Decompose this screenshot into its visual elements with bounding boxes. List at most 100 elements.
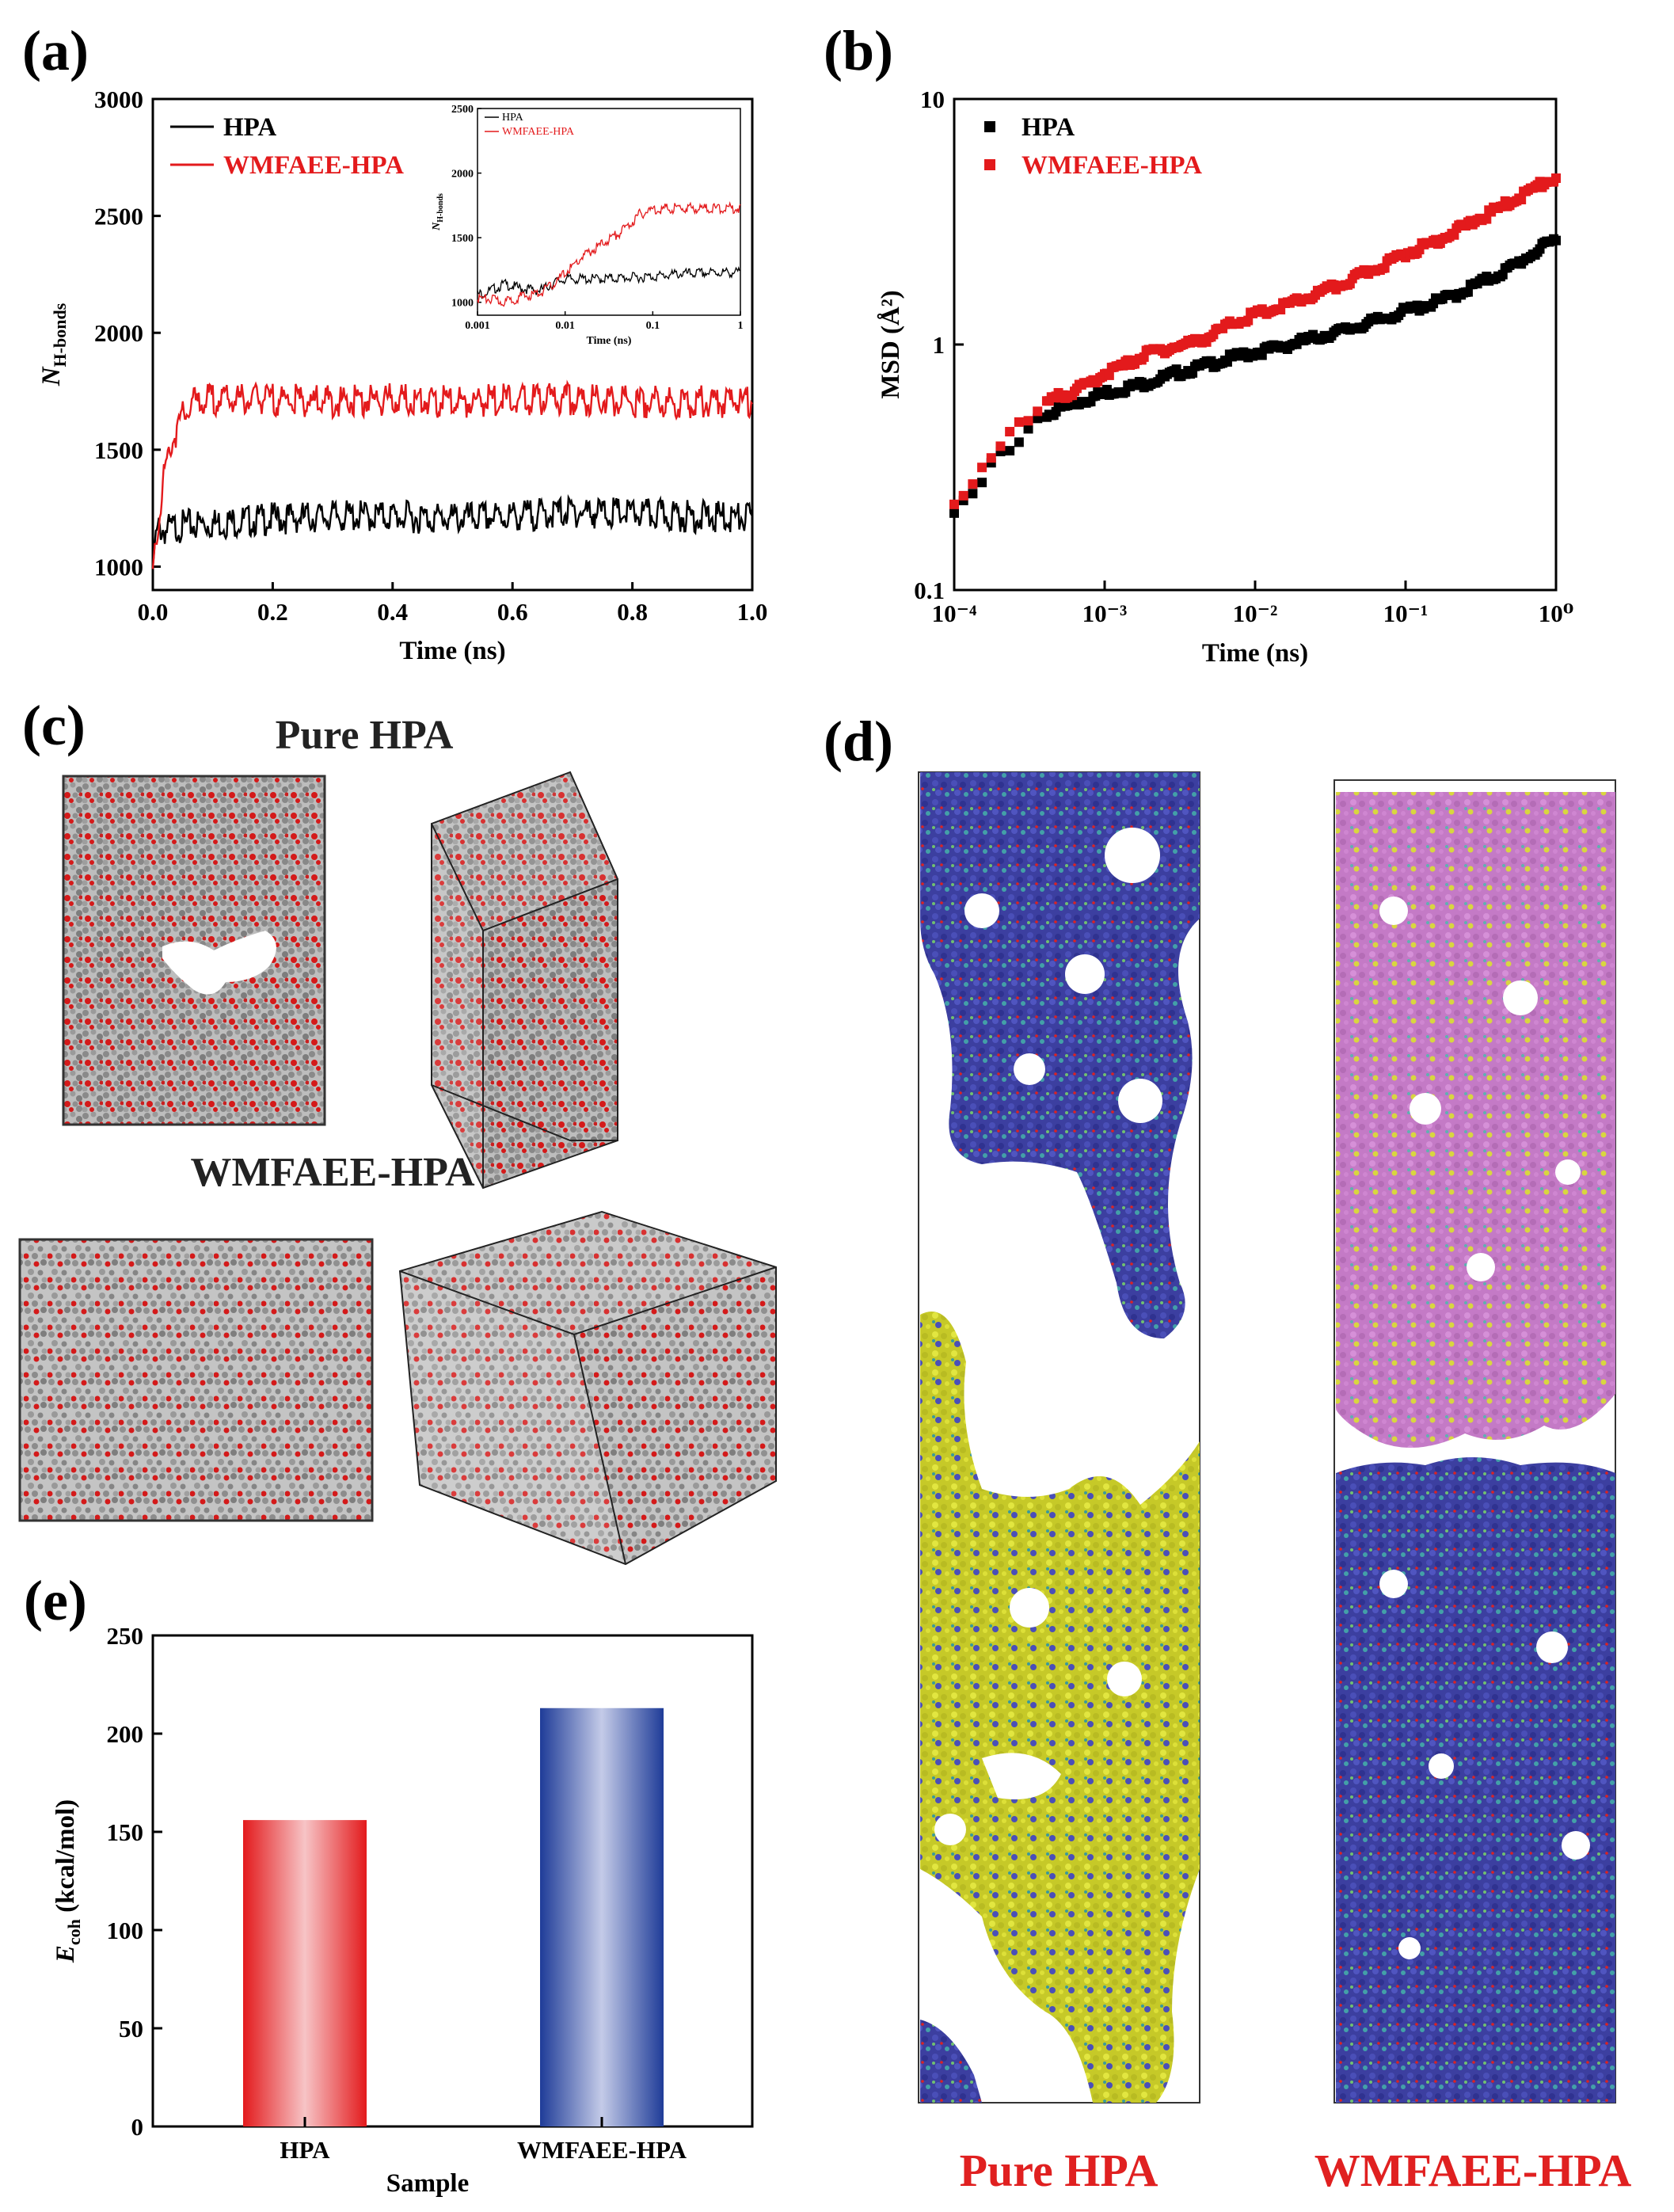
panel-d: Pure HPA WMFAEE-HPA — [918, 771, 1632, 2196]
data-point-hpa — [1551, 235, 1561, 246]
legend-label: WMFAEE-HPA — [223, 151, 404, 180]
y-tick-label: 1 — [933, 331, 945, 359]
chart-e: 0 50 100 150 200 250 HPA WMFAEE-HPA Sample Ecoh (… — [51, 1622, 754, 2198]
panel-c: Pure HPA WMFAEE-HPA — [18, 713, 777, 1566]
x-tick-label: 0.4 — [377, 598, 408, 626]
x-tick-label: 10⁻³ — [1082, 600, 1128, 627]
data-point-wmfaee-hpa — [986, 453, 996, 463]
inset-y-tick-label: 1000 — [451, 298, 474, 310]
inset-chart: 0.001 0.01 0.1 1 1000 1500 2000 2500 Time (ns) NH… — [431, 104, 744, 347]
y-tick-label: 1500 — [94, 436, 143, 464]
inset-legend-label: HPA — [502, 112, 524, 124]
data-point-hpa — [949, 508, 959, 518]
wmfaee-hpa-slice — [18, 1238, 374, 1522]
y-tick-label: 250 — [107, 1622, 144, 1650]
blue-molecule-region-bottom — [920, 2020, 982, 2103]
x-tick-label: 0.2 — [257, 598, 288, 626]
data-point-wmfaee-hpa — [1104, 370, 1114, 380]
inset-legend-label: WMFAEE-HPA — [502, 126, 575, 138]
x-tick-label: 0.8 — [617, 598, 648, 626]
series-line-hpa — [151, 493, 754, 567]
data-point-hpa — [1014, 437, 1024, 447]
pure-hpa-label: Pure HPA — [960, 2145, 1158, 2196]
y-tick-label: 0.1 — [914, 577, 945, 604]
x-tick-label: WMFAEE-HPA — [517, 2136, 687, 2164]
panel-label-e: (e) — [24, 1569, 87, 1632]
data-point-hpa — [1005, 446, 1015, 456]
inset-x-tick-label: 1 — [738, 320, 744, 332]
panel-label-d: (d) — [824, 710, 893, 773]
y-tick-label: 10 — [920, 86, 945, 113]
inset-series-line — [477, 265, 740, 299]
data-point-wmfaee-hpa — [1005, 427, 1015, 437]
wmfaee-hpa-title: WMFAEE-HPA — [190, 1150, 475, 1195]
plot-frame-e — [151, 1634, 754, 2128]
y-axis-label: Ecoh (kcal/mol) — [51, 1799, 84, 1963]
y-tick-label: 100 — [107, 1917, 144, 1944]
data-point-hpa — [1463, 287, 1473, 297]
y-tick-label: 1000 — [94, 553, 143, 581]
chart-a: 0.0 0.2 0.4 0.6 0.8 1.0 1000 1500 2000 2500 3000 Ti… — [37, 86, 767, 665]
inset-x-tick-label: 0.1 — [646, 320, 660, 332]
data-point-wmfaee-hpa — [958, 490, 968, 501]
data-point-wmfaee-hpa — [1023, 416, 1033, 426]
data-point-hpa — [977, 478, 987, 488]
y-axis-label: NH-bonds — [37, 303, 70, 386]
y-tick-label: 200 — [107, 1720, 144, 1748]
x-tick-label: 10⁻¹ — [1383, 600, 1429, 627]
y-tick-label: 0 — [131, 2113, 144, 2141]
inset-y-tick-label: 1500 — [451, 233, 474, 245]
x-tick-label: 0.6 — [497, 598, 528, 626]
panel-label-b: (b) — [824, 19, 893, 82]
data-point-wmfaee-hpa — [968, 479, 978, 489]
x-tick-label: 10⁰ — [1539, 600, 1574, 627]
pink-molecule-region — [1336, 792, 1615, 1448]
wmfaee-hpa-label: WMFAEE-HPA — [1314, 2145, 1632, 2196]
inset-series-line — [477, 201, 741, 307]
bar-hpa — [243, 1820, 367, 2126]
inset-y-tick-label: 2500 — [451, 104, 474, 116]
series-line-wmfaee-hpa — [151, 379, 753, 569]
x-tick-label: 10⁻² — [1233, 600, 1278, 627]
data-point-hpa — [968, 489, 978, 499]
data-point-wmfaee-hpa — [1482, 214, 1492, 224]
inset-x-tick-label: 0.001 — [465, 320, 490, 332]
data-point-hpa — [1023, 424, 1033, 434]
y-axis-label: MSD (Å²) — [877, 290, 905, 398]
x-axis-label: Sample — [386, 2169, 470, 2198]
x-tick-label: 10⁻⁴ — [932, 600, 977, 627]
y-tick-label: 2500 — [94, 203, 143, 230]
panel-label-a: (a) — [22, 19, 89, 82]
wmfaee-hpa-layer-box — [1333, 779, 1616, 2103]
panel-label-c: (c) — [22, 694, 86, 757]
blue-molecule-region — [1336, 1457, 1615, 2103]
y-tick-label: 2000 — [94, 319, 143, 347]
wmfaee-hpa-cube — [398, 1210, 777, 1566]
pure-hpa-title: Pure HPA — [276, 713, 454, 758]
data-point-wmfaee-hpa — [949, 499, 959, 509]
pure-hpa-cube — [431, 771, 618, 1190]
plot-frame-a — [151, 97, 754, 592]
inset-y-tick-label: 2000 — [451, 169, 474, 181]
x-tick-label: 0.0 — [138, 598, 169, 626]
data-point-wmfaee-hpa — [1551, 173, 1561, 184]
x-tick-label: HPA — [280, 2136, 330, 2164]
legend-label: WMFAEE-HPA — [1022, 151, 1202, 180]
data-point-wmfaee-hpa — [1516, 195, 1527, 205]
y-tick-label: 3000 — [94, 86, 143, 113]
legend-swatch — [984, 159, 995, 170]
y-tick-label: 50 — [119, 2015, 143, 2043]
inset-x-axis-label: Time (ns) — [587, 335, 632, 347]
data-point-wmfaee-hpa — [995, 441, 1006, 451]
yellow-molecule-region — [920, 1312, 1200, 2103]
y-tick-label: 150 — [107, 1818, 144, 1846]
data-point-wmfaee-hpa — [977, 463, 987, 473]
data-point-wmfaee-hpa — [1014, 417, 1024, 427]
inset-x-tick-label: 0.01 — [555, 320, 575, 332]
x-axis-label: Time (ns) — [399, 637, 505, 665]
x-tick-label: 1.0 — [737, 598, 768, 626]
inset-y-axis-label: NH-bonds — [431, 193, 445, 231]
legend-label: HPA — [1022, 113, 1075, 142]
pure-hpa-layer-box — [918, 771, 1200, 2103]
